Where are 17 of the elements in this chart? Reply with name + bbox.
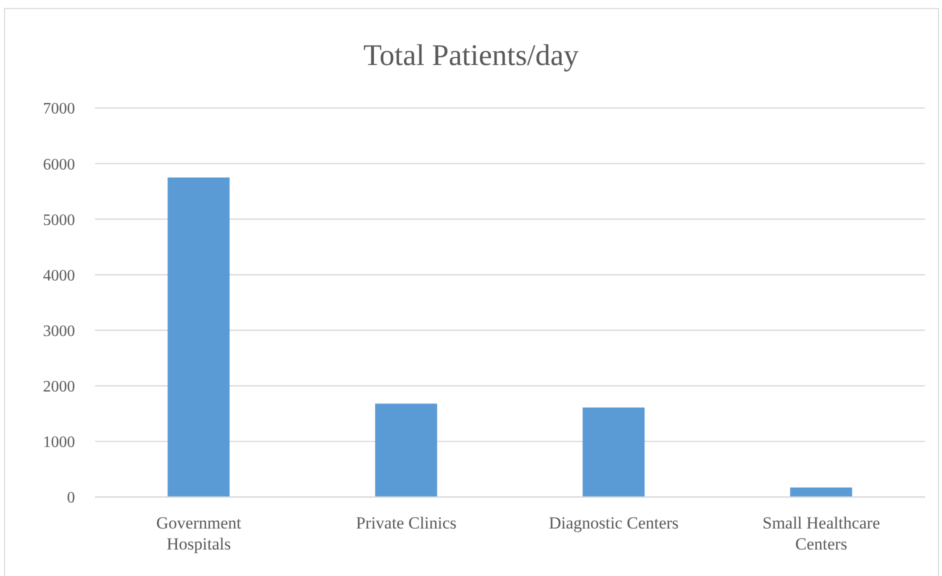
y-tick-label: 4000 xyxy=(43,267,75,284)
y-tick-label: 3000 xyxy=(43,322,75,340)
y-tick-label: 1000 xyxy=(43,434,75,452)
x-tick-label: Government Hospitals xyxy=(156,513,242,554)
x-tick-label: Small Healthcare Centers xyxy=(762,513,880,554)
x-tick-label: Private Clinics xyxy=(356,513,457,532)
bar xyxy=(168,177,230,497)
y-tick-label: 7000 xyxy=(43,100,75,118)
bar xyxy=(375,404,438,497)
y-tick-label: 5000 xyxy=(43,212,75,229)
y-tick-label: 0 xyxy=(67,490,75,507)
chart-title: Total Patients/day xyxy=(362,38,580,74)
x-tick-label: Diagnostic Centers xyxy=(548,513,679,532)
y-tick-label: 6000 xyxy=(43,156,75,174)
bar xyxy=(790,488,852,497)
y-tick-label: 2000 xyxy=(43,378,75,396)
bar xyxy=(582,408,645,497)
